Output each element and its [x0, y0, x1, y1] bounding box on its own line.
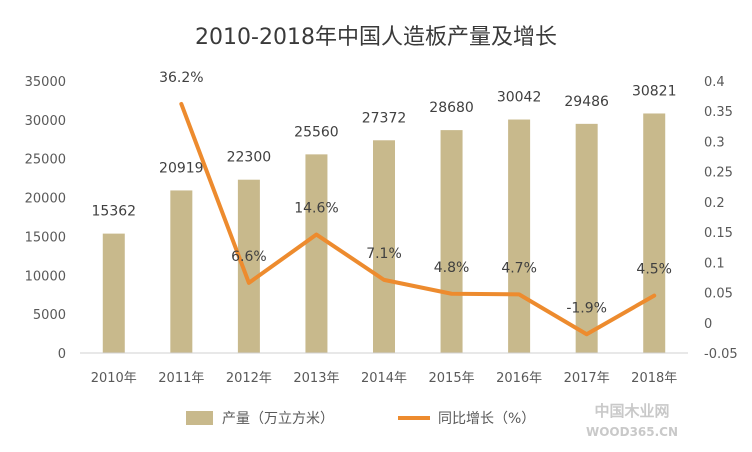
- right-tick-label: 0: [704, 317, 712, 332]
- bar-data-label: 25560: [294, 124, 339, 140]
- left-tick-label: 15000: [25, 230, 66, 245]
- left-y-axis: 0 5000 10000 15000 20000 25000 30000 35000: [25, 75, 66, 362]
- bar-series: 15362 20919 22300 25560 27372 28680 30042 29486…: [92, 83, 677, 353]
- left-tick-label: 25000: [25, 153, 66, 168]
- line-data-label: 4.7%: [501, 260, 537, 276]
- right-tick-label: 0.25: [704, 166, 733, 181]
- line-data-label: 7.1%: [366, 246, 402, 262]
- bar: [237, 179, 260, 353]
- line-data-label: 4.5%: [636, 262, 672, 278]
- x-tick-label: 2017年: [564, 371, 610, 386]
- left-tick-label: 10000: [25, 269, 66, 284]
- bar: [575, 123, 598, 353]
- bar: [643, 113, 666, 353]
- left-tick-label: 0: [58, 347, 66, 362]
- bar: [170, 190, 193, 353]
- legend-bar-label: 产量（万立方米）: [222, 411, 334, 427]
- bar-data-label: 30042: [497, 90, 542, 106]
- line-data-label: 6.6%: [231, 249, 267, 265]
- x-tick-label: 2014年: [361, 371, 407, 386]
- x-axis: 2010年 2011年 2012年 2013年 2014年 2015年 2016年 2017年…: [80, 352, 688, 386]
- line-data-label: -1.9%: [566, 300, 607, 316]
- watermark: 中国木业网 WOOD365.CN: [586, 402, 678, 439]
- bar-data-label: 22300: [227, 150, 272, 166]
- chart-title: 2010-2018年中国人造板产量及增长: [195, 25, 557, 50]
- x-tick-label: 2016年: [496, 371, 542, 386]
- left-tick-label: 35000: [25, 75, 66, 90]
- x-tick-label: 2013年: [293, 371, 339, 386]
- watermark-en: WOOD365.CN: [586, 425, 678, 439]
- line-series: 36.2% 6.6% 14.6% 7.1% 4.8% 4.7% -1.9% 4.5%: [159, 70, 672, 337]
- right-tick-label: 0.1: [704, 256, 725, 271]
- x-tick-label: 2010年: [91, 371, 137, 386]
- right-tick-label: 0.15: [704, 226, 733, 241]
- right-tick-label: 0.4: [704, 75, 725, 90]
- left-tick-label: 30000: [25, 114, 66, 129]
- watermark-cn: 中国木业网: [594, 402, 669, 420]
- bar: [305, 154, 328, 353]
- bar: [508, 119, 531, 353]
- right-tick-label: 0.2: [704, 196, 725, 211]
- bar-data-label: 29486: [564, 94, 609, 110]
- legend-line-label: 同比增长（%）: [438, 411, 535, 427]
- x-tick-label: 2012年: [226, 371, 272, 386]
- bar: [440, 130, 463, 353]
- bar-data-label: 30821: [632, 83, 677, 99]
- x-tick-label: 2011年: [158, 371, 204, 386]
- right-tick-label: 0.3: [704, 135, 725, 150]
- line-data-label: 36.2%: [159, 70, 203, 86]
- right-tick-label: -0.05: [704, 347, 738, 362]
- line-data-label: 4.8%: [434, 260, 470, 276]
- bar-data-label: 15362: [92, 204, 137, 220]
- right-tick-label: 0.35: [704, 105, 733, 120]
- bar-data-label: 27372: [362, 110, 407, 126]
- x-tick-label: 2015年: [429, 371, 475, 386]
- bar-data-label: 28680: [429, 100, 474, 116]
- bar: [102, 233, 125, 353]
- growth-line: [179, 101, 657, 337]
- left-tick-label: 20000: [25, 192, 66, 207]
- bar-data-label: 20919: [159, 160, 204, 176]
- legend-bar-swatch: [186, 411, 213, 425]
- right-y-axis: -0.05 0 0.05 0.1 0.15 0.2 0.25 0.3 0.35 0.4: [704, 75, 738, 362]
- right-tick-label: 0.05: [704, 287, 733, 302]
- line-data-label: 14.6%: [294, 201, 338, 217]
- legend: 产量（万立方米） 同比增长（%）: [186, 411, 535, 427]
- x-tick-label: 2018年: [631, 371, 677, 386]
- bar: [373, 140, 395, 353]
- left-tick-label: 5000: [33, 308, 66, 323]
